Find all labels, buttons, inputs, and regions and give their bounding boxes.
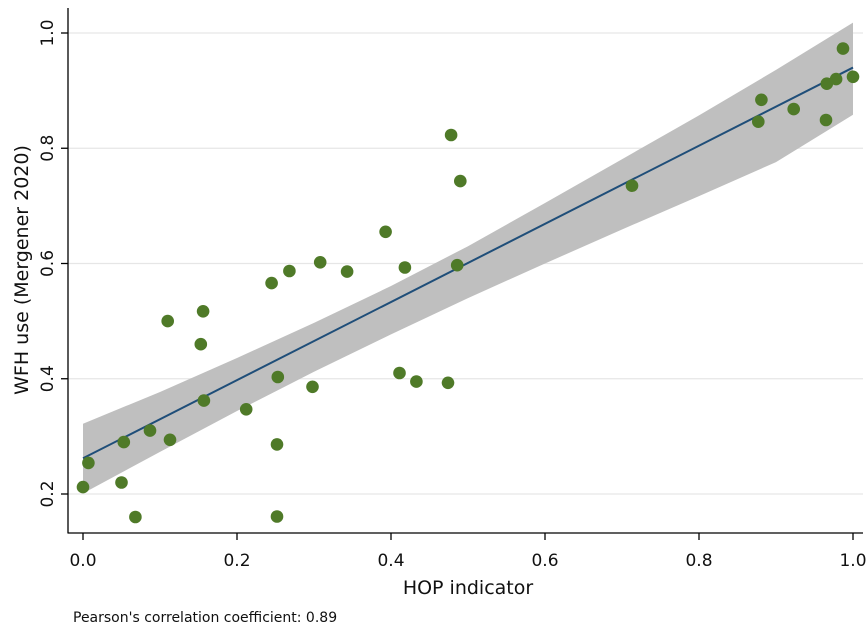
data-point [129, 510, 142, 524]
data-point [143, 424, 157, 437]
x-tick-label: 0.2 [223, 551, 250, 571]
y-tick-label: 1.0 [38, 19, 58, 46]
data-point [117, 435, 131, 449]
fit-line [82, 66, 854, 460]
y-tick-label: 0.8 [38, 135, 58, 162]
x-axis-title: HOP indicator [403, 577, 534, 599]
y-tick-label: 0.6 [38, 250, 58, 277]
data-point [846, 70, 860, 84]
y-axis-title: WFH use (Mergener 2020) [11, 145, 33, 395]
data-point [82, 456, 95, 470]
data-point [819, 113, 833, 127]
data-point [306, 380, 319, 394]
data-point [820, 77, 834, 90]
x-tick-label: 0.0 [69, 551, 96, 571]
data-point [625, 179, 639, 192]
y-tick-label: 0.4 [38, 365, 58, 392]
data-point [393, 366, 406, 380]
data-point [755, 93, 768, 107]
data-point [270, 438, 284, 451]
data-point [829, 72, 843, 86]
data-point [161, 314, 174, 328]
data-point [454, 174, 467, 188]
data-point [450, 258, 464, 272]
data-point [313, 255, 327, 269]
data-point [270, 510, 284, 523]
data-point [265, 276, 278, 290]
data-point [163, 433, 177, 447]
data-point [239, 403, 253, 416]
data-point [76, 480, 90, 494]
data-point [752, 115, 765, 128]
data-point [271, 370, 285, 384]
data-point [410, 375, 423, 388]
data-point [398, 261, 412, 274]
data-point [441, 376, 455, 390]
data-point [115, 476, 128, 489]
x-tick-label: 1.0 [839, 551, 866, 571]
data-point [194, 337, 208, 351]
data-point [787, 102, 800, 116]
data-point [836, 42, 850, 55]
y-tick-label: 0.2 [38, 480, 58, 507]
correlation-note: Pearson's correlation coefficient: 0.89 [73, 610, 337, 625]
data-point [283, 264, 296, 278]
confidence-band-layer [83, 22, 853, 494]
x-tick-label: 0.6 [531, 551, 558, 571]
x-tick-label: 0.8 [685, 551, 712, 571]
data-point [379, 225, 392, 239]
data-points [76, 42, 860, 524]
data-point [197, 394, 211, 407]
data-point [444, 128, 458, 142]
x-tick-label: 0.4 [377, 551, 404, 571]
confidence-band [83, 22, 853, 494]
fit-line-layer [82, 66, 854, 460]
axes [61, 8, 863, 540]
tick-labels: 0.0 0.2 0.4 0.6 0.8 1.0 0.2 0.4 0.6 0.8 1.0 [38, 19, 867, 571]
data-point [196, 305, 210, 318]
data-point [340, 265, 354, 278]
